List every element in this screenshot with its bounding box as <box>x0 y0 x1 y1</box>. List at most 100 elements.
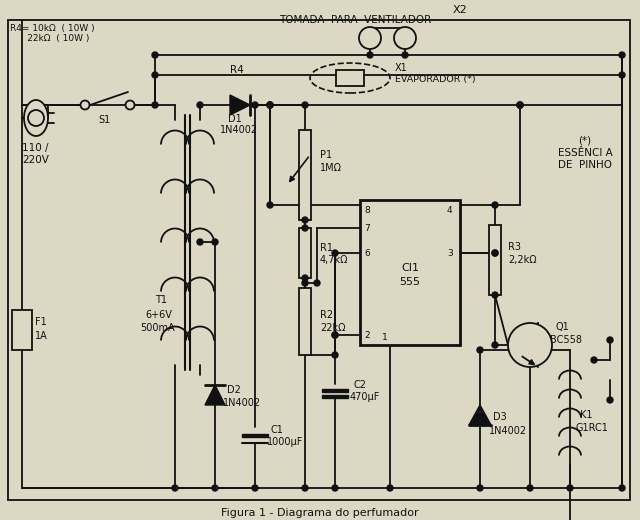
Circle shape <box>492 250 498 256</box>
Circle shape <box>172 485 178 491</box>
Text: R4: R4 <box>230 65 244 75</box>
Circle shape <box>314 280 320 286</box>
Circle shape <box>332 250 338 256</box>
Circle shape <box>477 485 483 491</box>
Bar <box>242 434 268 436</box>
Circle shape <box>302 217 308 223</box>
Text: C2: C2 <box>353 380 366 390</box>
Circle shape <box>527 485 533 491</box>
Text: 1A: 1A <box>35 331 48 341</box>
Circle shape <box>152 102 158 108</box>
Text: P1: P1 <box>320 150 332 160</box>
Polygon shape <box>205 385 225 405</box>
Text: R2: R2 <box>320 310 333 320</box>
Text: 1MΩ: 1MΩ <box>320 163 342 173</box>
Text: TOMADA  PARA  VENTILADOR: TOMADA PARA VENTILADOR <box>279 15 431 25</box>
Circle shape <box>197 239 203 245</box>
Text: D2: D2 <box>227 385 241 395</box>
Text: EVAPORADOR (*): EVAPORADOR (*) <box>395 74 476 84</box>
Text: 220V: 220V <box>22 155 49 165</box>
Text: 6: 6 <box>364 249 370 257</box>
Circle shape <box>607 397 613 403</box>
Circle shape <box>302 102 308 108</box>
Bar <box>299 288 311 355</box>
Circle shape <box>332 332 338 338</box>
Circle shape <box>387 485 393 491</box>
Text: 2: 2 <box>364 331 370 340</box>
Text: K1: K1 <box>580 410 593 420</box>
Text: G1RC1: G1RC1 <box>576 423 609 433</box>
Circle shape <box>492 342 498 348</box>
Circle shape <box>267 102 273 108</box>
Circle shape <box>517 102 523 108</box>
Circle shape <box>212 239 218 245</box>
Text: 500mA: 500mA <box>140 323 175 333</box>
Text: 6+6V: 6+6V <box>145 310 172 320</box>
Bar <box>360 200 460 345</box>
Circle shape <box>477 347 483 353</box>
Circle shape <box>152 72 158 78</box>
Text: ESSÊNCI A: ESSÊNCI A <box>557 148 612 158</box>
Text: BC558: BC558 <box>550 335 582 345</box>
Text: R4= 10kΩ  ( 10W ): R4= 10kΩ ( 10W ) <box>10 23 95 33</box>
Circle shape <box>28 110 44 126</box>
Text: 2,2kΩ: 2,2kΩ <box>508 255 536 265</box>
Circle shape <box>252 102 258 108</box>
Circle shape <box>591 357 597 363</box>
Text: X2: X2 <box>452 5 467 15</box>
Bar <box>489 225 501 295</box>
Text: 8: 8 <box>364 205 370 215</box>
Circle shape <box>492 250 498 256</box>
Circle shape <box>394 27 416 49</box>
Circle shape <box>619 485 625 491</box>
Circle shape <box>152 52 158 58</box>
Bar <box>299 228 311 278</box>
Text: C1: C1 <box>270 425 283 435</box>
Circle shape <box>492 202 498 208</box>
Text: 1N4002: 1N4002 <box>220 125 258 135</box>
Text: 7: 7 <box>364 224 370 232</box>
Text: X1: X1 <box>395 63 408 73</box>
Circle shape <box>367 52 373 58</box>
Circle shape <box>212 485 218 491</box>
Circle shape <box>302 485 308 491</box>
Circle shape <box>252 485 258 491</box>
Circle shape <box>197 102 203 108</box>
Circle shape <box>619 72 625 78</box>
Bar <box>299 130 311 220</box>
Circle shape <box>508 323 552 367</box>
Circle shape <box>302 280 308 286</box>
Text: Q1: Q1 <box>555 322 569 332</box>
Bar <box>322 395 348 397</box>
Text: (*): (*) <box>579 135 591 145</box>
Text: 1: 1 <box>382 333 388 343</box>
Text: R1: R1 <box>320 243 333 253</box>
Text: 1N4002: 1N4002 <box>489 426 527 436</box>
Text: T1: T1 <box>155 295 167 305</box>
Polygon shape <box>469 405 491 425</box>
Circle shape <box>607 337 613 343</box>
Text: 110 /: 110 / <box>22 143 49 153</box>
Text: 3: 3 <box>447 249 452 257</box>
Circle shape <box>267 102 273 108</box>
Text: 1000μF: 1000μF <box>267 437 303 447</box>
Text: S1: S1 <box>98 115 110 125</box>
Circle shape <box>267 202 273 208</box>
Text: 1N4002: 1N4002 <box>223 398 261 408</box>
Circle shape <box>517 102 523 108</box>
Circle shape <box>359 27 381 49</box>
Circle shape <box>125 100 134 110</box>
Circle shape <box>267 102 273 108</box>
Text: 555: 555 <box>399 277 420 287</box>
Text: 4,7kΩ: 4,7kΩ <box>320 255 349 265</box>
Bar <box>12 310 32 350</box>
Circle shape <box>567 485 573 491</box>
Text: R3: R3 <box>508 242 521 252</box>
Text: CI1: CI1 <box>401 263 419 273</box>
Circle shape <box>302 275 308 281</box>
Circle shape <box>619 52 625 58</box>
Text: D1: D1 <box>228 114 242 124</box>
Text: Figura 1 - Diagrama do perfumador: Figura 1 - Diagrama do perfumador <box>221 508 419 518</box>
Circle shape <box>332 352 338 358</box>
Text: 22kΩ: 22kΩ <box>320 323 346 333</box>
